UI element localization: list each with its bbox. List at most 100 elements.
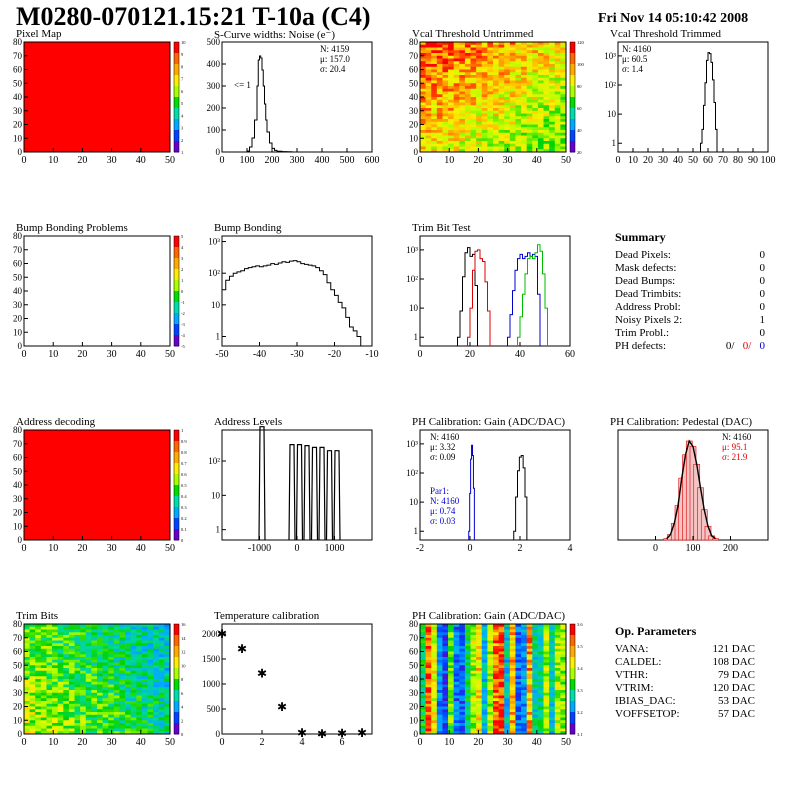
heatmap-cell xyxy=(487,728,494,732)
heatmap-cell xyxy=(481,717,488,721)
heatmap-cell xyxy=(74,676,81,680)
heatmap-cell xyxy=(464,651,471,655)
heatmap-cell xyxy=(46,714,53,718)
heatmap-cell xyxy=(537,624,544,628)
heatmap-cell xyxy=(448,143,454,147)
heatmap-cell xyxy=(498,717,505,721)
plot-frame xyxy=(419,235,571,347)
heatmap-cell xyxy=(504,679,511,683)
heatmap-cell xyxy=(113,648,120,652)
heatmap-cell xyxy=(470,676,477,680)
heatmap-cell xyxy=(487,77,494,81)
heatmap-cell xyxy=(130,654,137,658)
heatmap-cell xyxy=(532,138,539,142)
heatmap-cell xyxy=(464,681,471,685)
summary-row: Dead Trimbits: 0 xyxy=(615,288,765,301)
heatmap-cell xyxy=(504,108,511,112)
heatmap-cell xyxy=(80,720,87,724)
heatmap-cell xyxy=(543,50,550,54)
heatmap-cell xyxy=(40,706,47,710)
heatmap-cell xyxy=(493,706,499,710)
heatmap-cell xyxy=(108,717,115,721)
heatmap-cell xyxy=(532,69,539,73)
heatmap-cell xyxy=(487,66,494,70)
heatmap-cell xyxy=(549,646,556,650)
palette-segment xyxy=(174,141,179,153)
stat-text: σ: 20.4 xyxy=(320,64,346,74)
heatmap-cell xyxy=(164,632,171,636)
heatmap-cell xyxy=(125,714,131,718)
heatmap-cell xyxy=(420,69,426,73)
heatmap-cell xyxy=(476,97,483,101)
heatmap-cell xyxy=(158,717,165,721)
heatmap-cell xyxy=(420,113,426,117)
heatmap-cell xyxy=(113,654,120,658)
heatmap-cell xyxy=(464,624,471,628)
heatmap-cell xyxy=(431,75,438,79)
heatmap-cell xyxy=(549,53,556,57)
heatmap-cell xyxy=(102,651,109,655)
heatmap-cell xyxy=(537,83,544,87)
heatmap-cell xyxy=(537,55,544,59)
palette-label: 4 xyxy=(181,245,184,250)
heatmap-cell xyxy=(560,113,567,117)
heatmap-cell xyxy=(526,651,533,655)
heatmap-cell xyxy=(459,116,466,120)
heatmap-cell xyxy=(420,703,426,707)
summary-heading: Summary xyxy=(615,230,666,244)
heatmap-cell xyxy=(425,706,432,710)
heatmap-cell xyxy=(498,692,505,696)
palette-segment xyxy=(174,236,179,248)
heatmap-cell xyxy=(498,643,505,647)
heatmap-cell xyxy=(509,91,516,95)
heatmap-cell xyxy=(448,105,454,109)
palette-segment xyxy=(174,119,179,131)
y-tick-label: 10 xyxy=(13,327,23,337)
heatmap-cell xyxy=(125,626,131,630)
heatmap-cell xyxy=(448,717,454,721)
heatmap-cell xyxy=(141,731,148,735)
heatmap-cell xyxy=(63,695,70,699)
heatmap-cell xyxy=(158,698,165,702)
heatmap-cell xyxy=(493,659,499,663)
heatmap-cell xyxy=(85,651,92,655)
heatmap-cell xyxy=(476,130,483,134)
heatmap-cell xyxy=(526,116,533,120)
heatmap-cell xyxy=(509,665,516,669)
heatmap-cell xyxy=(459,657,466,661)
heatmap-cell xyxy=(80,624,87,628)
heatmap-cell xyxy=(515,629,522,633)
heatmap-cell xyxy=(515,723,522,727)
heatmap-cell xyxy=(453,58,460,62)
y-tick-label: 40 xyxy=(409,92,419,102)
heatmap-cell xyxy=(493,102,499,106)
heatmap-cell xyxy=(436,94,443,98)
heatmap-cell xyxy=(470,119,477,123)
heatmap-cell xyxy=(537,668,544,672)
heatmap-cell xyxy=(515,138,522,142)
heatmap-cell xyxy=(436,113,443,117)
heatmap-cell xyxy=(147,657,154,661)
heatmap-cell xyxy=(515,53,522,57)
heatmap-cell xyxy=(549,64,556,68)
heatmap-cell xyxy=(459,720,466,724)
palette-label: 3.5 xyxy=(577,644,583,649)
heatmap-cell xyxy=(537,149,544,153)
x-tick-label: 20 xyxy=(643,155,653,166)
heatmap-cell xyxy=(521,659,527,663)
heatmap-cell xyxy=(464,684,471,688)
heatmap-cell xyxy=(97,635,103,639)
heatmap-cell xyxy=(470,731,477,735)
heatmap-cell xyxy=(554,121,561,125)
heatmap-cell xyxy=(476,629,483,633)
palette-segment xyxy=(570,635,575,647)
heatmap-cell xyxy=(164,670,171,674)
heatmap-cell xyxy=(68,646,75,650)
heatmap-cell xyxy=(119,640,126,644)
heatmap-cell xyxy=(526,706,533,710)
heatmap-cell xyxy=(130,632,137,636)
heatmap-cell xyxy=(470,44,477,48)
heatmap-cell xyxy=(46,626,53,630)
heatmap-cell xyxy=(549,110,556,114)
